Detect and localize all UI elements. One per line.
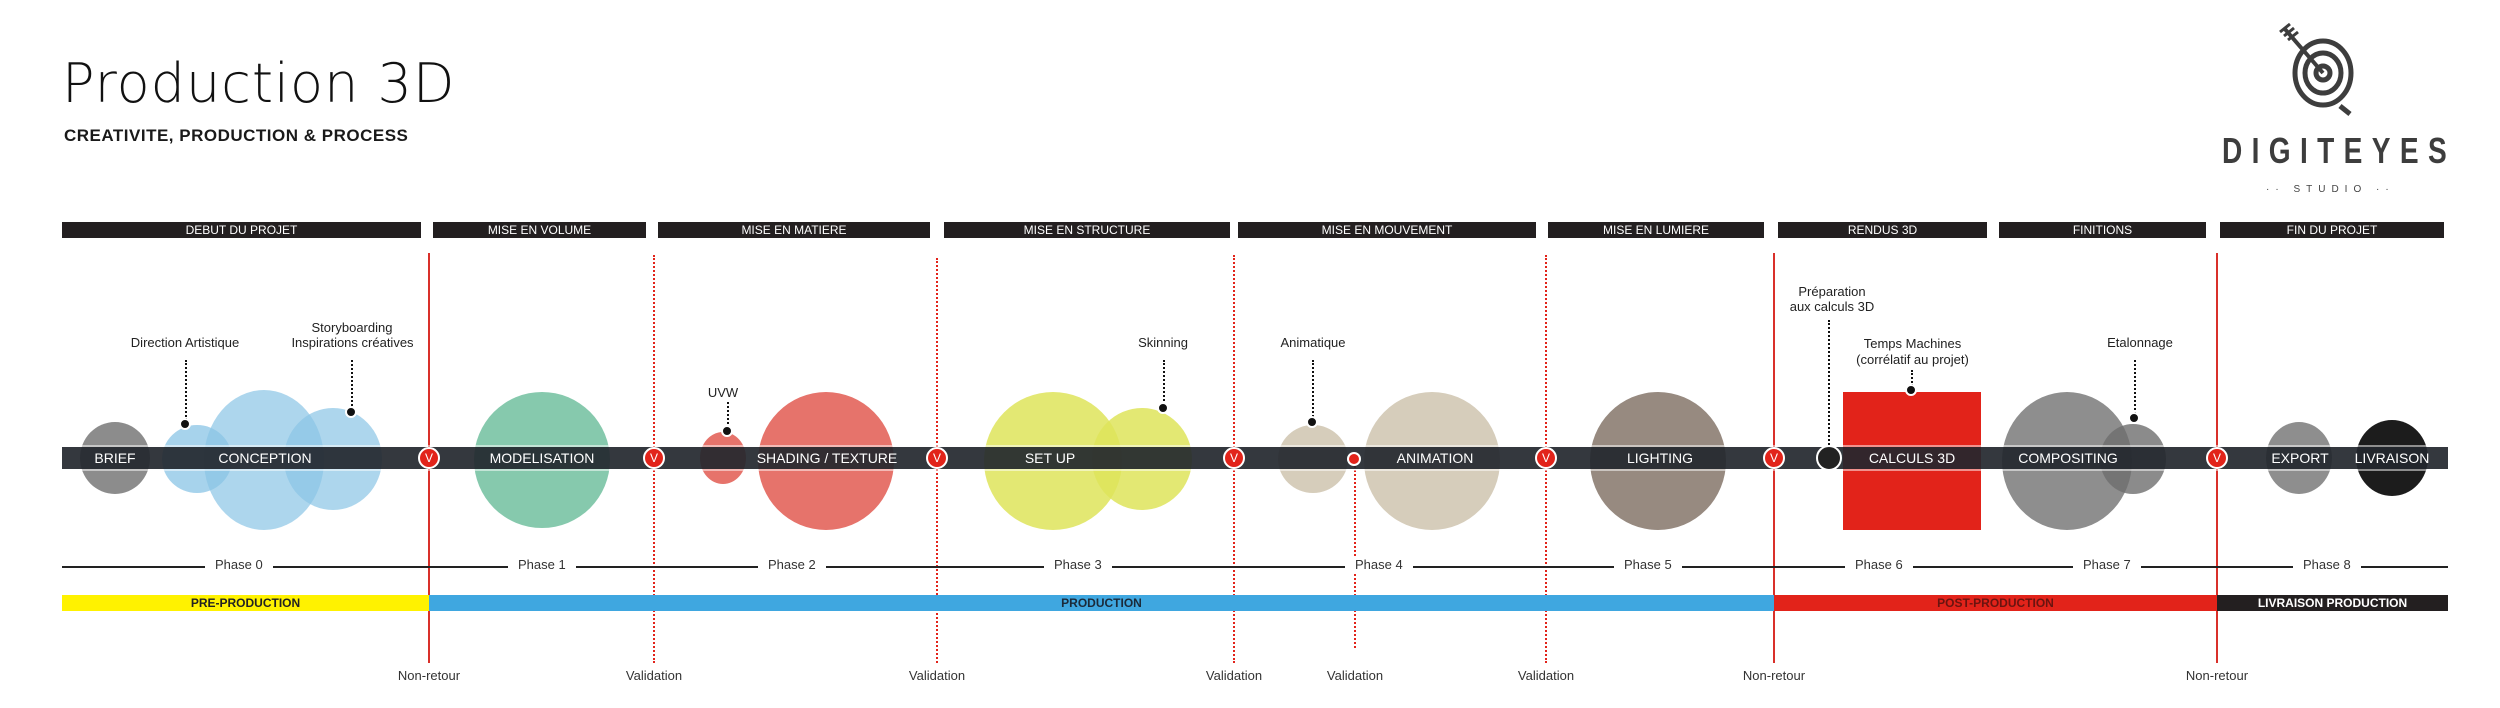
stage-label-conception: CONCEPTION xyxy=(218,450,312,466)
phase-label-1: Phase 1 xyxy=(508,557,576,572)
logo-tagline: ·· STUDIO ·· xyxy=(2266,184,2395,195)
section-mise-en-structure: MISE EN STRUCTURE xyxy=(944,222,1230,238)
section-rendus-3d: RENDUS 3D xyxy=(1778,222,1987,238)
gate-label-validation-1: Validation xyxy=(625,668,683,683)
note-inspirations-creatives: Inspirations créatives xyxy=(291,335,414,350)
section-mise-en-volume: MISE EN VOLUME xyxy=(433,222,646,238)
timeline-highlight-bottom xyxy=(62,469,2448,471)
pin-line-direction-artistique xyxy=(185,360,187,420)
note-preparation: Préparation xyxy=(1798,284,1866,299)
note-correlatif-au-projet: (corrélatif au projet) xyxy=(1856,352,1969,367)
validation-marker-2: V xyxy=(643,447,665,469)
category-pre-production: PRE-PRODUCTION xyxy=(62,595,429,611)
stage-label-compositing: COMPOSITING xyxy=(2018,450,2118,466)
gate-label-validation-4: Validation xyxy=(1326,668,1384,683)
note-skinning: Skinning xyxy=(1138,335,1188,350)
gate-label-non-retour-3: Non-retour xyxy=(2185,668,2249,683)
section-mise-en-lumiere: MISE EN LUMIERE xyxy=(1548,222,1764,238)
gate-line-validation-4 xyxy=(1354,458,1356,648)
gate-label-validation-2: Validation xyxy=(908,668,966,683)
page-subtitle: CREATIVITE, PRODUCTION & PROCESS xyxy=(64,126,409,145)
pin-dot-temps-machines xyxy=(1905,384,1917,396)
validation-marker-6: V xyxy=(1763,447,1785,469)
category-post-production: POST-PRODUCTION xyxy=(1774,595,2217,611)
note-uvw: UVW xyxy=(707,385,739,400)
pin-dot-etalonnage xyxy=(2128,412,2140,424)
phase-label-0: Phase 0 xyxy=(205,557,273,572)
pin-dot-direction-artistique xyxy=(179,418,191,430)
stage-label-set-up: SET UP xyxy=(1024,450,1076,466)
pin-line-skinning xyxy=(1163,360,1165,405)
stage-label-calculs-3d: CALCULS 3D xyxy=(1868,450,1956,466)
validation-marker-1: V xyxy=(418,447,440,469)
gate-label-validation-3: Validation xyxy=(1205,668,1263,683)
pin-line-storyboarding xyxy=(351,360,353,410)
target-arrow-eye-icon xyxy=(2278,18,2358,118)
pin-line-uvw xyxy=(727,402,729,428)
section-finitions: FINITIONS xyxy=(1999,222,2206,238)
pin-dot-animatique xyxy=(1306,416,1318,428)
stage-label-shading-texture: SHADING / TEXTURE xyxy=(756,450,898,466)
phase-label-3: Phase 3 xyxy=(1044,557,1112,572)
category-livraison-production: LIVRAISON PRODUCTION xyxy=(2217,595,2448,611)
gate-label-non-retour-2: Non-retour xyxy=(1742,668,1806,683)
pin-dot-storyboarding xyxy=(345,406,357,418)
stage-label-brief: BRIEF xyxy=(94,450,136,466)
stage-label-animation: ANIMATION xyxy=(1396,450,1474,466)
preparation-node xyxy=(1816,445,1842,471)
page-title: Production 3D xyxy=(62,52,456,115)
section-debut-du-projet: DEBUT DU PROJET xyxy=(62,222,421,238)
gate-label-validation-5: Validation xyxy=(1517,668,1575,683)
pin-line-temps-machines xyxy=(1911,370,1913,386)
note-aux-calculs-3d: aux calculs 3D xyxy=(1789,299,1875,314)
validation-marker-5: V xyxy=(1535,447,1557,469)
note-animatique: Animatique xyxy=(1280,335,1346,350)
phase-label-8: Phase 8 xyxy=(2293,557,2361,572)
logo-wordmark: DIGITEYES xyxy=(2222,130,2457,171)
phase-label-2: Phase 2 xyxy=(758,557,826,572)
section-mise-en-mouvement: MISE EN MOUVEMENT xyxy=(1238,222,1536,238)
validation-marker-4: V xyxy=(1223,447,1245,469)
stage-label-export: EXPORT xyxy=(2271,450,2329,466)
validation-marker-7: V xyxy=(2206,447,2228,469)
section-mise-en-matiere: MISE EN MATIERE xyxy=(658,222,930,238)
pin-line-etalonnage xyxy=(2134,360,2136,414)
note-storyboarding: Storyboarding xyxy=(311,320,393,335)
phase-label-7: Phase 7 xyxy=(2073,557,2141,572)
timeline-highlight-top xyxy=(62,445,2448,447)
phase-label-5: Phase 5 xyxy=(1614,557,1682,572)
stage-label-livraison: LIVRAISON xyxy=(2354,450,2430,466)
phase-label-6: Phase 6 xyxy=(1845,557,1913,572)
phase-label-4: Phase 4 xyxy=(1345,557,1413,572)
validation-dot-animation xyxy=(1347,452,1361,466)
section-fin-du-projet: FIN DU PROJET xyxy=(2220,222,2444,238)
category-production: PRODUCTION xyxy=(429,595,1774,611)
gate-label-non-retour-1: Non-retour xyxy=(397,668,461,683)
pin-line-preparation xyxy=(1828,320,1830,445)
validation-marker-3: V xyxy=(926,447,948,469)
note-etalonnage: Etalonnage xyxy=(2107,335,2173,350)
stage-label-modelisation: MODELISATION xyxy=(489,450,595,466)
note-direction-artistique: Direction Artistique xyxy=(130,335,240,350)
pin-line-animatique xyxy=(1312,360,1314,420)
pin-dot-uvw xyxy=(721,425,733,437)
note-temps-machines: Temps Machines xyxy=(1863,336,1962,351)
pin-dot-skinning xyxy=(1157,402,1169,414)
phase-rule xyxy=(62,566,2448,568)
stage-label-lighting: LIGHTING xyxy=(1626,450,1694,466)
